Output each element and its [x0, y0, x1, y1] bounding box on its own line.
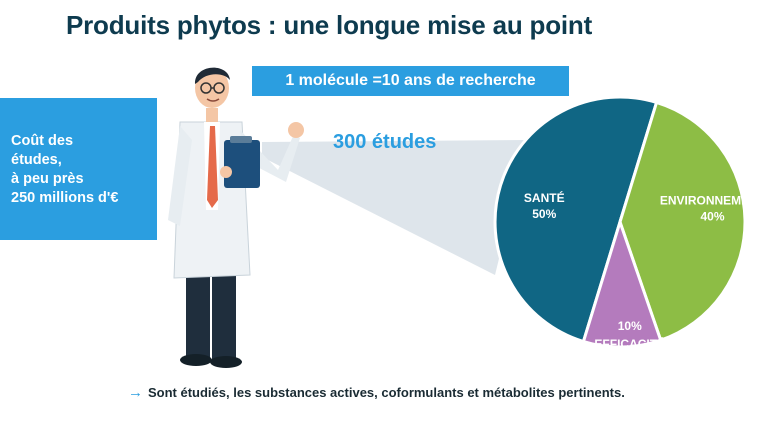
pie-slice-2: [618, 100, 747, 343]
arrow-right-icon: →: [128, 384, 143, 401]
pie-slice-3: [581, 217, 663, 349]
pie-slice-label-1: SANTÉ: [524, 190, 565, 205]
pie-slices: [493, 95, 747, 349]
cost-box: Coût des études, à peu près 250 millions…: [0, 98, 157, 240]
scientist-illustration: [168, 67, 304, 368]
footnote: → Sont étudiés, les substances actives, …: [128, 384, 625, 401]
pie-slice-value-2: 40%: [700, 210, 724, 224]
page-title: Produits phytos : une longue mise au poi…: [66, 10, 593, 40]
pie-slice-label-2: ENVIRONNEMENT: [660, 194, 766, 208]
pie-slice-value-1: 50%: [532, 207, 556, 221]
footnote-text: Sont étudiés, les substances actives, co…: [148, 385, 625, 400]
research-banner: 1 molécule =10 ans de recherche: [252, 66, 569, 96]
pie-slice-label-3: EFFICACITÉ: [594, 336, 665, 351]
pie-slice-value-3: 10%: [618, 319, 642, 333]
studies-label: 300 études: [333, 131, 437, 153]
pie-labels: SANTÉ 50% ENVIRONNEMENT 40% EFFICACITÉ 10%: [524, 190, 766, 351]
cost-text: Coût des études, à peu près 250 millions…: [11, 133, 119, 206]
pie-slice-1: [493, 95, 659, 344]
